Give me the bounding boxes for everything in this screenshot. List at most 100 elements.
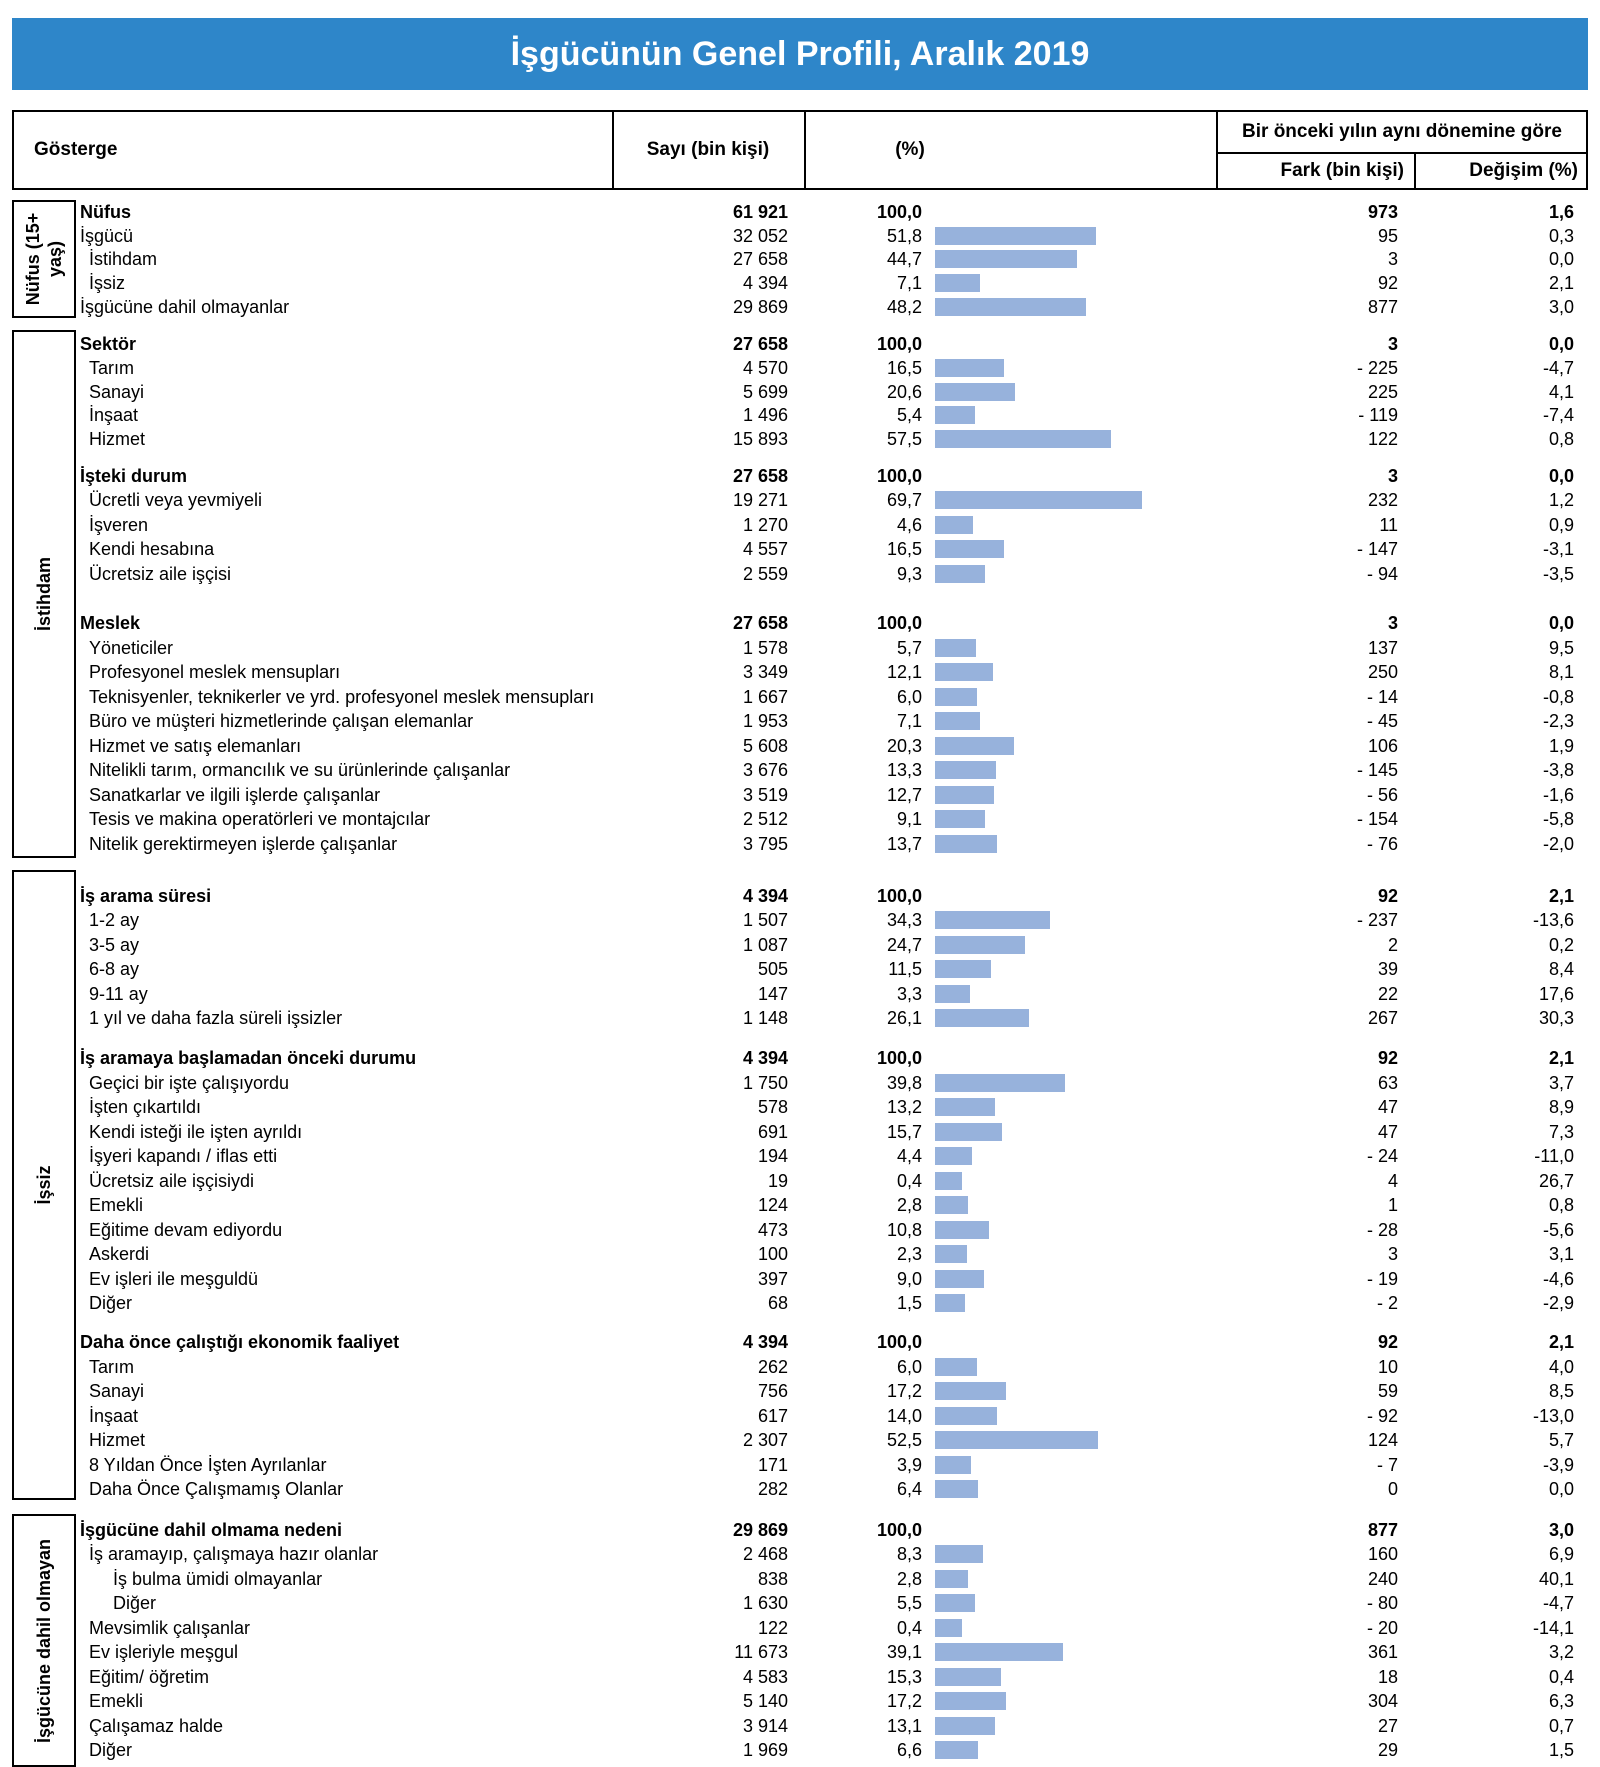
row-percent-bar <box>935 1545 983 1563</box>
row-percent-bar <box>935 911 1051 929</box>
row-fark: 47 <box>1377 1097 1398 1117</box>
row-percent-bar <box>935 1382 1006 1400</box>
row-label: Profesyonel meslek mensupları <box>89 662 341 682</box>
row-fark: 1 <box>1387 1195 1398 1215</box>
row-yuzde: 5,5 <box>896 1593 922 1613</box>
row-label: 8 Yıldan Önce İşten Ayrılanlar <box>89 1455 327 1475</box>
row-degisim: 8,9 <box>1548 1097 1574 1117</box>
row-sayi: 1 750 <box>742 1073 788 1093</box>
row-label: İş aramaya başlamadan önceki durumu <box>80 1048 417 1068</box>
row-percent-bar <box>935 810 985 828</box>
row-yuzde: 34,3 <box>886 910 922 930</box>
row-yuzde: 20,6 <box>886 382 922 402</box>
row-degisim: 40,1 <box>1538 1569 1574 1589</box>
row-yuzde: 9,1 <box>896 809 922 829</box>
row-degisim: 0,0 <box>1548 334 1574 354</box>
row-fark: 18 <box>1377 1667 1398 1687</box>
row-sayi: 122 <box>757 1618 788 1638</box>
row-sayi: 1 578 <box>742 638 788 658</box>
row-fark: 106 <box>1367 736 1398 756</box>
row-fark: 267 <box>1367 1008 1398 1028</box>
row-sayi: 4 394 <box>742 886 788 906</box>
row-fark: 11 <box>1379 515 1398 535</box>
row-fark: - 28 <box>1366 1220 1398 1240</box>
row-degisim: -3,8 <box>1542 760 1574 780</box>
row-sayi: 19 271 <box>732 490 788 510</box>
row-label: Emekli <box>89 1691 144 1711</box>
row-sayi: 2 559 <box>742 564 788 584</box>
row-label: Diğer <box>113 1593 157 1613</box>
row-degisim: 8,5 <box>1548 1381 1574 1401</box>
row-percent-bar <box>935 516 973 534</box>
row-fark: - 7 <box>1376 1455 1398 1475</box>
row-label: Ücretli veya yevmiyeli <box>89 490 263 510</box>
row-fark: - 14 <box>1366 687 1398 707</box>
row-degisim: 26,7 <box>1538 1171 1574 1191</box>
row-sayi: 4 394 <box>742 273 788 293</box>
row-degisim: -3,1 <box>1542 539 1574 559</box>
row-fark: - 237 <box>1356 910 1398 930</box>
row-fark: - 92 <box>1366 1406 1398 1426</box>
row-sayi: 3 349 <box>742 662 788 682</box>
row-degisim: 4,0 <box>1548 1357 1574 1377</box>
row-percent-bar <box>935 1147 973 1165</box>
row-sayi: 1 270 <box>742 515 788 535</box>
row-percent-bar <box>935 639 976 657</box>
row-percent-bar <box>935 1570 969 1588</box>
row-percent-bar <box>935 359 1004 377</box>
section-label: İşsiz <box>34 1165 54 1205</box>
row-percent-bar <box>935 936 1026 954</box>
row-label: Nitelik gerektirmeyen işlerde çalışanlar <box>89 834 398 854</box>
row-sayi: 194 <box>757 1146 788 1166</box>
row-degisim: -2,0 <box>1542 834 1574 854</box>
row-label: Daha Önce Çalışmamış Olanlar <box>89 1479 344 1499</box>
row-fark: - 24 <box>1366 1146 1398 1166</box>
row-percent-bar <box>935 663 993 681</box>
row-degisim: -3,5 <box>1542 564 1574 584</box>
row-yuzde: 20,3 <box>886 736 922 756</box>
row-sayi: 100 <box>757 1244 788 1264</box>
row-yuzde: 100,0 <box>876 1332 922 1352</box>
row-fark: 92 <box>1377 886 1398 906</box>
row-label: Ücretsiz aile işçisiydi <box>89 1171 255 1191</box>
row-yuzde: 1,5 <box>896 1293 922 1313</box>
row-label: Ücretsiz aile işçisi <box>89 564 232 584</box>
row-yuzde: 39,8 <box>886 1073 922 1093</box>
row-yuzde: 13,1 <box>886 1716 922 1736</box>
row-label: İşsiz <box>89 273 125 293</box>
row-percent-bar <box>935 1074 1065 1092</box>
row-yuzde: 16,5 <box>886 539 922 559</box>
row-degisim: 30,3 <box>1538 1008 1574 1028</box>
row-degisim: -7,4 <box>1542 405 1574 425</box>
row-percent-bar <box>935 712 980 730</box>
row-yuzde: 100,0 <box>876 202 922 222</box>
row-percent-bar <box>935 383 1015 401</box>
row-label: Meslek <box>80 613 141 633</box>
row-fark: - 80 <box>1366 1593 1398 1613</box>
row-sayi: 838 <box>757 1569 788 1589</box>
row-sayi: 4 583 <box>742 1667 788 1687</box>
row-sayi: 15 893 <box>732 429 788 449</box>
row-degisim: 1,2 <box>1548 490 1574 510</box>
row-yuzde: 12,1 <box>886 662 922 682</box>
section-label-box: İşgücüne dahil olmayan <box>12 1514 76 1767</box>
row-label: 3-5 ay <box>89 935 140 955</box>
row-fark: 973 <box>1367 202 1398 222</box>
row-yuzde: 44,7 <box>886 249 922 269</box>
row-degisim: -4,7 <box>1542 358 1574 378</box>
row-fark: 877 <box>1367 297 1398 317</box>
row-label: İşyeri kapandı / iflas etti <box>89 1146 278 1166</box>
row-percent-bar <box>935 1123 1002 1141</box>
row-sayi: 29 869 <box>732 297 788 317</box>
row-degisim: 1,9 <box>1548 736 1574 756</box>
row-sayi: 2 307 <box>742 1430 788 1450</box>
row-fark: 3 <box>1387 1244 1398 1264</box>
row-fark: 2 <box>1387 935 1398 955</box>
row-percent-bar <box>935 1358 977 1376</box>
row-percent-bar <box>935 274 980 292</box>
row-label: İşgücüne dahil olmayanlar <box>80 297 290 317</box>
row-degisim: 0,8 <box>1548 429 1574 449</box>
row-degisim: 3,7 <box>1548 1073 1574 1093</box>
row-label: Tarım <box>89 1357 134 1377</box>
row-percent-bar <box>935 1221 990 1239</box>
